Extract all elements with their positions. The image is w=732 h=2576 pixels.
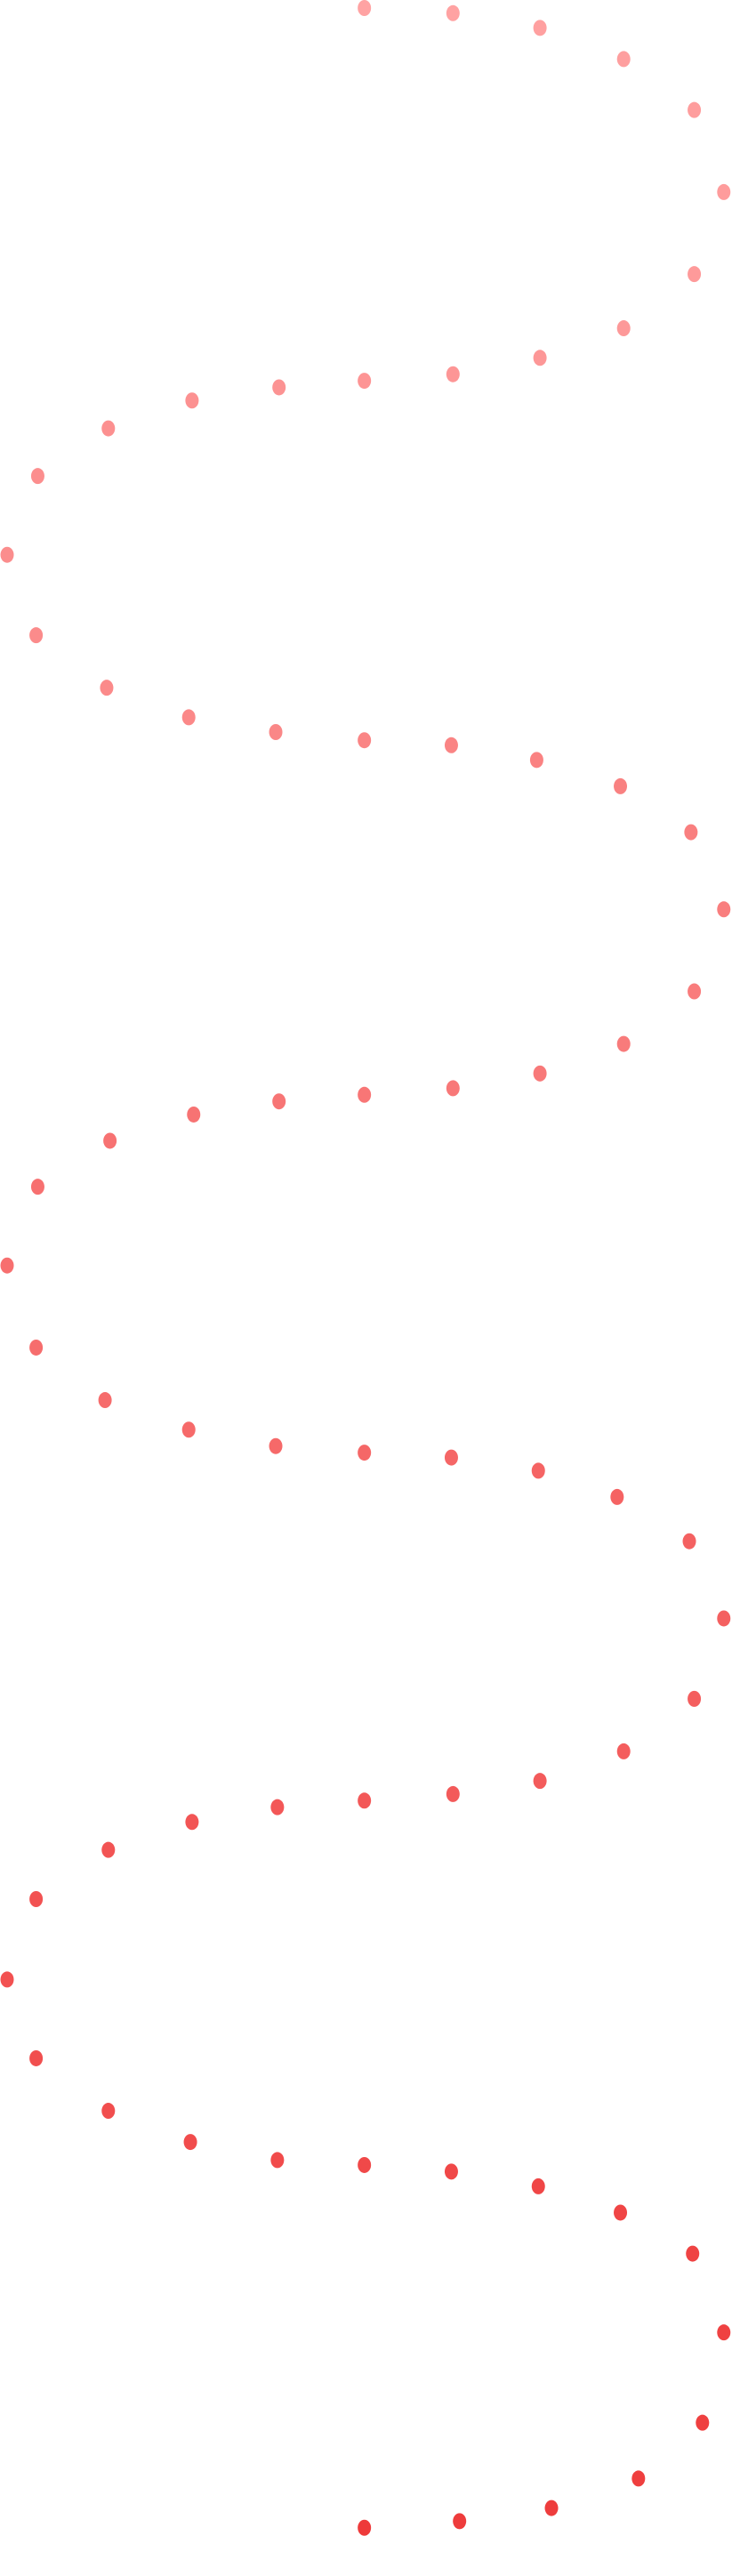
dot	[29, 627, 44, 644]
dot	[100, 680, 114, 696]
dot	[101, 2103, 116, 2120]
dot	[0, 1971, 14, 1988]
dot	[272, 1093, 286, 1110]
dot	[270, 1799, 285, 1815]
dot	[614, 2204, 628, 2221]
dot	[358, 373, 372, 390]
dot	[616, 320, 631, 337]
dot	[272, 379, 286, 396]
dot	[446, 366, 460, 382]
dot	[616, 1035, 631, 1052]
dot	[181, 709, 196, 726]
dot	[29, 2049, 44, 2066]
dot	[531, 2178, 545, 2194]
dot	[269, 1437, 283, 1454]
dot	[688, 983, 702, 1000]
dot	[358, 0, 372, 16]
dot	[533, 1065, 547, 1082]
dot	[688, 101, 702, 118]
dot	[533, 20, 547, 36]
dot	[444, 2163, 458, 2180]
dot	[358, 2156, 372, 2173]
dot	[696, 2414, 710, 2431]
dot	[614, 777, 628, 794]
dot	[686, 2245, 700, 2262]
dot	[533, 1773, 547, 1790]
dot	[529, 752, 543, 769]
dot	[0, 1257, 14, 1274]
dot	[446, 4, 460, 21]
dot	[187, 1106, 201, 1123]
dot	[453, 2513, 467, 2530]
dot	[358, 1445, 372, 1461]
dot	[29, 1891, 44, 1908]
dot	[444, 737, 458, 753]
dot	[717, 2324, 731, 2341]
dot	[29, 1339, 44, 1356]
dot	[531, 1462, 545, 1479]
dot	[185, 392, 199, 409]
dot	[616, 51, 631, 68]
dot	[444, 1449, 458, 1466]
dot	[717, 901, 731, 918]
dot	[682, 1533, 696, 1550]
dot	[631, 2470, 646, 2487]
dot	[30, 468, 44, 485]
dot	[98, 1392, 112, 1409]
dot	[270, 2152, 285, 2169]
dot	[544, 2500, 559, 2516]
dot	[533, 350, 547, 366]
dot	[610, 1488, 624, 1505]
dot	[30, 1179, 44, 1195]
dot	[101, 420, 116, 437]
dot	[103, 1132, 117, 1149]
dot	[446, 1080, 460, 1097]
dot	[717, 183, 731, 200]
dot	[717, 1610, 731, 1627]
dot	[101, 1841, 116, 1858]
dot	[616, 1743, 631, 1759]
dot	[688, 1690, 702, 1707]
dot	[0, 546, 14, 563]
dot	[358, 1792, 372, 1809]
dot	[684, 824, 698, 841]
dot	[269, 724, 283, 740]
dot	[358, 2519, 372, 2536]
dot	[688, 266, 702, 283]
dot	[185, 1814, 199, 1831]
dot	[181, 1421, 196, 1438]
dot	[358, 1086, 372, 1103]
dot	[358, 732, 372, 749]
dot	[446, 1785, 460, 1802]
dot	[183, 2134, 197, 2151]
